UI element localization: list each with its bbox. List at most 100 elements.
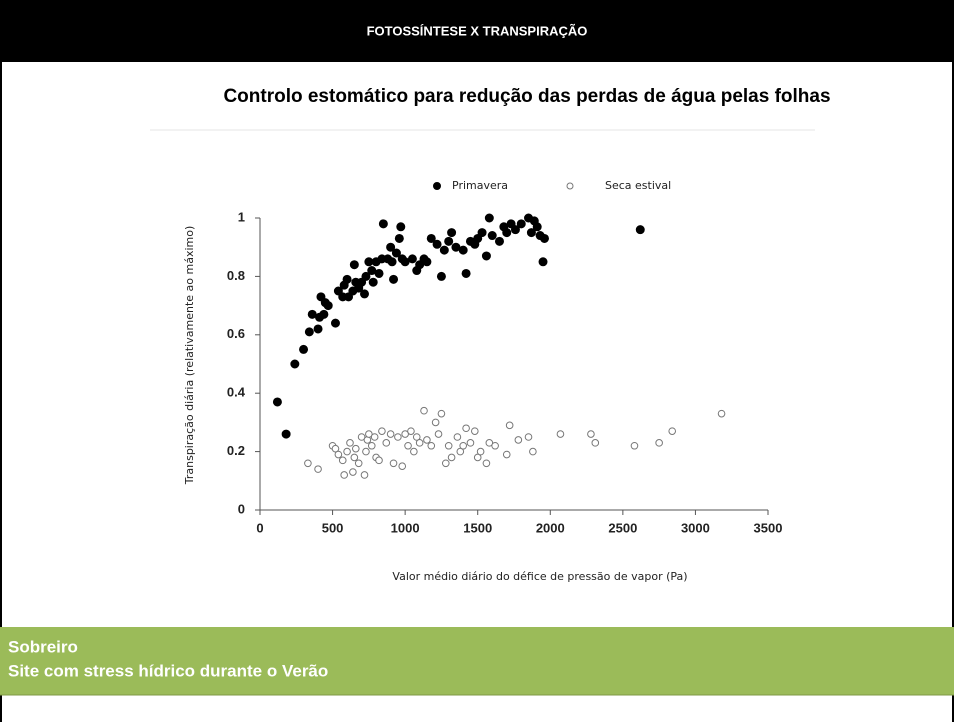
point <box>466 439 475 447</box>
point <box>382 439 391 447</box>
point <box>447 453 456 462</box>
point <box>368 277 378 287</box>
point <box>365 430 373 438</box>
point <box>516 219 526 229</box>
point <box>394 233 404 243</box>
point <box>378 427 386 435</box>
point <box>510 225 520 235</box>
point <box>655 439 663 447</box>
legend-marker <box>566 182 574 190</box>
point <box>532 222 542 232</box>
point <box>370 433 379 441</box>
point <box>386 242 396 252</box>
x-tick-label: 0 <box>256 520 263 535</box>
point <box>290 359 300 369</box>
point <box>362 447 370 456</box>
point <box>354 459 363 468</box>
point <box>281 429 291 439</box>
point <box>389 274 399 284</box>
point <box>375 456 383 465</box>
point <box>591 439 600 447</box>
footer-line: Site com stress hídrico durante o Verão <box>8 661 328 680</box>
point <box>635 225 645 235</box>
y-tick-label: 0.4 <box>227 385 246 400</box>
point <box>407 427 415 435</box>
footer-bar <box>0 627 954 695</box>
point <box>458 245 468 255</box>
point <box>415 439 424 447</box>
point <box>338 456 347 465</box>
x-tick-label: 3000 <box>681 520 710 535</box>
point <box>357 433 366 441</box>
point <box>360 289 370 299</box>
header-title: FOTOSSÍNTESE X TRANSPIRAÇÃO <box>367 23 588 38</box>
point <box>462 424 470 433</box>
y-tick-label: 0.2 <box>227 443 245 458</box>
legend-marker <box>433 182 441 190</box>
point <box>346 439 354 447</box>
point <box>361 271 371 281</box>
point <box>344 292 354 302</box>
point <box>473 233 483 243</box>
point <box>389 459 398 468</box>
point <box>386 430 395 438</box>
y-axis-label: Transpiração diária (relativamente ao má… <box>183 226 196 486</box>
point <box>473 453 482 462</box>
point <box>316 292 326 302</box>
point <box>423 436 431 444</box>
point <box>587 430 595 438</box>
point <box>491 441 499 450</box>
point <box>304 327 314 337</box>
point <box>426 233 436 243</box>
point <box>398 462 407 471</box>
point <box>314 465 322 473</box>
point <box>334 450 343 459</box>
point <box>481 251 491 261</box>
point <box>374 268 384 278</box>
point <box>630 441 639 450</box>
point <box>432 239 442 249</box>
point <box>431 418 440 427</box>
header-bar <box>0 0 954 62</box>
point <box>484 213 494 223</box>
point <box>360 471 369 479</box>
y-tick-label: 1 <box>238 209 245 224</box>
point <box>367 441 376 450</box>
point <box>514 436 523 444</box>
point <box>529 447 537 456</box>
point <box>420 406 428 415</box>
point <box>422 257 432 267</box>
x-tick-label: 1000 <box>391 520 420 535</box>
x-tick-label: 1500 <box>463 520 492 535</box>
point <box>401 430 409 438</box>
point <box>391 248 401 258</box>
point <box>357 277 367 287</box>
point <box>453 433 462 441</box>
point <box>404 441 412 450</box>
point <box>436 271 446 281</box>
legend-label: Primavera <box>452 179 508 192</box>
point <box>427 441 436 450</box>
point <box>471 427 479 435</box>
point <box>456 447 465 456</box>
point <box>717 409 726 418</box>
point <box>461 268 471 278</box>
point <box>330 318 340 328</box>
point <box>313 324 323 334</box>
y-tick-label: 0.6 <box>227 326 245 341</box>
point <box>299 344 309 354</box>
point <box>485 439 494 447</box>
point <box>539 233 549 243</box>
point <box>349 468 357 476</box>
point <box>437 409 446 418</box>
point <box>412 433 421 441</box>
point <box>538 257 548 267</box>
x-tick-label: 2500 <box>608 520 637 535</box>
point <box>378 219 388 229</box>
point <box>494 236 504 246</box>
legend-label: Seca estival <box>605 179 671 192</box>
x-axis-label: Valor médio diário do déficе de pressão … <box>392 570 687 583</box>
point <box>556 430 565 438</box>
